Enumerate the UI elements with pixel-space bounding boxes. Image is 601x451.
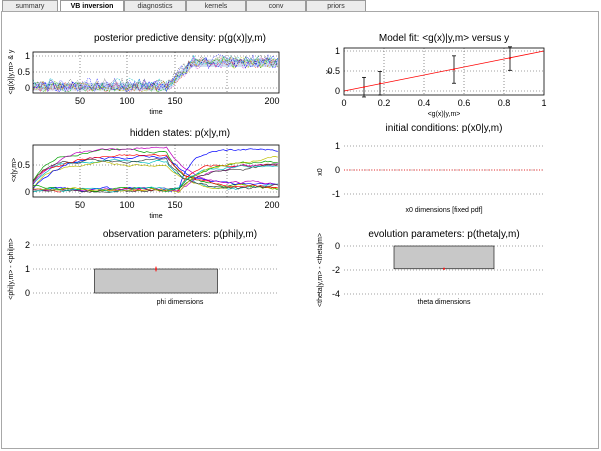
initial-ytick: 1 <box>335 141 340 151</box>
fit-xlabel: <g(x)|y,m> <box>428 111 461 118</box>
tab-conv[interactable]: conv <box>246 0 306 11</box>
fit-xtick: 0.6 <box>458 98 471 108</box>
hidden-xtick: 200 <box>264 200 279 210</box>
tab-kernels[interactable]: kernels <box>186 0 246 11</box>
posterior-series <box>32 53 279 93</box>
hidden-ytick: 0 <box>25 187 30 197</box>
observation-ytick: 0 <box>25 288 30 298</box>
hidden-state-line <box>32 158 278 190</box>
posterior-series-line <box>32 57 279 93</box>
fit-ytick: 0 <box>335 86 340 96</box>
observation-ylabel: <phi|y,m> - <phi|m> <box>8 238 15 299</box>
tab-bar: summary VB inversion diagnostics kernels… <box>0 0 601 12</box>
posterior-xtick: 50 <box>75 96 85 106</box>
posterior-ytick: 0.5 <box>17 67 30 77</box>
fit-ytick: 0.5 <box>327 66 340 76</box>
hidden-title: hidden states: p(x|y,m) <box>130 128 230 139</box>
model-fit-chart: Model fit: <g(x)|y,m> versus y 1 0.5 0 0… <box>325 33 547 118</box>
fit-point <box>509 57 511 60</box>
evolution-ytick: -2 <box>332 265 340 275</box>
hidden-xtick: 100 <box>119 200 134 210</box>
evolution-ylabel: <theta|y,m> - <theta|m> <box>317 233 324 307</box>
posterior-ytick: 1 <box>25 51 30 61</box>
tab-summary[interactable]: summary <box>2 0 58 11</box>
observation-bars <box>94 266 218 294</box>
hidden-state-line <box>32 158 278 190</box>
hidden-grid <box>33 145 279 197</box>
posterior-xlabel: time <box>149 109 162 116</box>
fit-xtick: 1 <box>541 98 546 108</box>
observation-xlabel: phi dimensions <box>157 299 204 306</box>
hidden-state-line <box>32 156 278 194</box>
posterior-xtick: 100 <box>119 96 134 106</box>
hidden-xtick: 50 <box>75 200 85 210</box>
fit-identity-line <box>343 50 545 92</box>
posterior-grid <box>33 52 279 93</box>
fit-grid <box>344 48 544 95</box>
posterior-title: posterior predictive density: p(g(x)|y,m… <box>94 33 266 44</box>
initial-conditions-chart: initial conditions: p(x0|y,m) 1 0 -1 x0 … <box>317 123 544 214</box>
evolution-xlabel: theta dimensions <box>418 299 471 306</box>
hidden-state-line <box>32 154 278 189</box>
initial-ytick: -1 <box>332 189 340 199</box>
evolution-bar <box>393 245 495 270</box>
fit-points <box>362 46 512 98</box>
posterior-band <box>33 59 278 91</box>
hidden-xtick: 150 <box>167 200 182 210</box>
observation-parameters-chart: observation parameters: p(phi|y,m) 2 1 0… <box>8 229 279 306</box>
posterior-series-line <box>32 54 278 90</box>
posterior-predictive-chart: posterior predictive density: p(g(x)|y,m… <box>8 33 280 116</box>
posterior-axes <box>32 51 280 94</box>
posterior-series-line <box>32 57 278 93</box>
posterior-xtick: 200 <box>264 96 279 106</box>
initial-title: initial conditions: p(x0|y,m) <box>386 123 503 134</box>
posterior-series-line <box>32 57 279 92</box>
evolution-ytick: 0 <box>335 241 340 251</box>
posterior-xtick: 150 <box>167 96 182 106</box>
tab-priors[interactable]: priors <box>306 0 366 11</box>
evolution-ytick: -4 <box>332 289 340 299</box>
posterior-series-line <box>32 57 279 93</box>
fit-ylabel: y <box>325 70 332 74</box>
fit-xtick: 0.8 <box>498 98 511 108</box>
hidden-ytick: 0.5 <box>17 160 30 170</box>
fit-xtick: 0.2 <box>378 98 391 108</box>
posterior-series-line <box>32 57 279 93</box>
hidden-state-line <box>32 160 278 190</box>
hidden-ylabel: <x|y,m> <box>11 158 18 182</box>
fit-point <box>363 86 365 89</box>
fit-ytick: 1 <box>335 46 340 56</box>
hidden-states-chart: hidden states: p(x|y,m) 0.5 0 50 100 150… <box>11 128 280 220</box>
hidden-series <box>32 146 278 194</box>
fit-point <box>453 68 455 71</box>
observation-title: observation parameters: p(phi|y,m) <box>103 229 257 240</box>
initial-ytick: 0 <box>335 165 340 175</box>
evolution-parameters-chart: evolution parameters: p(theta|y,m) 0 -2 … <box>317 229 544 307</box>
observation-mean-marker <box>155 268 157 270</box>
observation-bar <box>94 268 218 294</box>
hidden-axes <box>32 144 280 198</box>
observation-ytick: 1 <box>25 264 30 274</box>
hidden-state-line <box>32 146 278 186</box>
tab-diagnostics[interactable]: diagnostics <box>124 0 186 11</box>
hidden-state-line <box>32 155 278 190</box>
fit-xtick: 0.4 <box>418 98 431 108</box>
hidden-state-line <box>32 164 278 193</box>
observation-ytick: 2 <box>25 240 30 250</box>
fit-xtick: 0 <box>341 98 346 108</box>
fit-axes <box>343 47 545 96</box>
initial-ylabel: x0 <box>317 168 324 176</box>
posterior-series-line <box>32 54 279 90</box>
tab-vb-inversion[interactable]: VB inversion <box>60 0 124 12</box>
fit-title: Model fit: <g(x)|y,m> versus y <box>379 33 509 44</box>
fit-point <box>379 82 381 85</box>
posterior-ylabel: <g(x)|y,m> & y <box>8 49 15 94</box>
evolution-bars <box>393 245 495 270</box>
hidden-xlabel: time <box>149 213 162 220</box>
initial-xlabel: x0 dimensions [fixed pdf] <box>405 207 482 214</box>
evolution-mean-marker <box>443 267 445 270</box>
evolution-title: evolution parameters: p(theta|y,m) <box>368 229 519 240</box>
posterior-ytick: 0 <box>25 83 30 93</box>
